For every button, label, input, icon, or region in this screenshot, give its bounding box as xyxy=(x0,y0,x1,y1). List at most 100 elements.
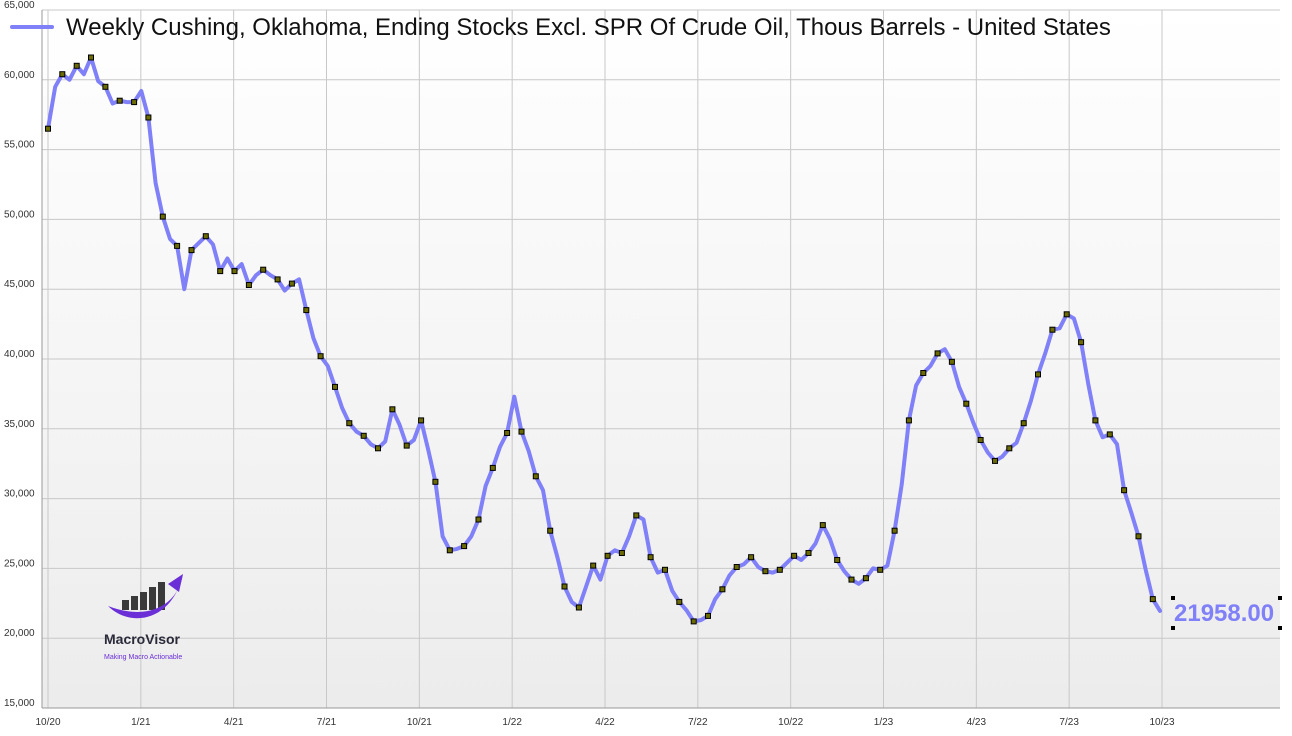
data-point xyxy=(159,213,166,220)
data-point xyxy=(791,552,798,559)
data-point xyxy=(834,557,841,563)
data-point xyxy=(360,432,367,439)
data-point xyxy=(1035,371,1041,378)
y-tick-label: 35,000 xyxy=(4,419,35,430)
data-point xyxy=(905,417,912,424)
data-point xyxy=(174,242,181,249)
data-point xyxy=(375,445,381,452)
data-point xyxy=(288,280,295,287)
x-tick-label: 1/23 xyxy=(874,717,894,728)
y-tick-label: 15,000 xyxy=(4,698,35,709)
brand-tagline: Making Macro Actionable xyxy=(104,654,182,661)
data-point xyxy=(963,400,970,407)
y-tick-label: 25,000 xyxy=(4,558,35,569)
data-point xyxy=(102,83,109,90)
data-point xyxy=(848,576,855,583)
data-point xyxy=(575,604,582,611)
data-point xyxy=(518,428,525,435)
x-tick-label: 7/22 xyxy=(688,717,708,728)
data-point xyxy=(504,430,511,436)
data-point xyxy=(977,437,984,443)
data-point xyxy=(532,473,539,480)
data-point xyxy=(1092,417,1099,424)
data-point xyxy=(1121,487,1128,494)
data-point xyxy=(1063,311,1070,318)
data-point xyxy=(1135,533,1142,540)
data-point xyxy=(202,233,209,240)
data-point xyxy=(762,568,769,575)
x-tick-label: 10/22 xyxy=(778,717,803,728)
x-tick-label: 7/23 xyxy=(1059,717,1079,728)
data-point xyxy=(992,457,998,464)
data-point xyxy=(461,543,468,550)
data-point xyxy=(1049,326,1056,333)
data-point xyxy=(188,247,195,254)
x-tick-label: 4/21 xyxy=(224,717,244,728)
data-point xyxy=(891,527,898,534)
data-point xyxy=(1106,431,1113,438)
data-point xyxy=(547,527,554,534)
last-value-label: 21958.00 xyxy=(1174,600,1274,627)
x-tick-label: 7/21 xyxy=(317,717,337,728)
x-gridlines xyxy=(47,10,1163,708)
y-tick-label: 30,000 xyxy=(4,489,35,500)
data-point xyxy=(303,307,310,314)
data-point xyxy=(920,370,927,376)
data-point xyxy=(245,282,252,288)
y-axis-ticks: 15,000 20,000 25,000 30,000 35,000 40,000 45,0… xyxy=(4,0,35,709)
data-point xyxy=(45,125,51,132)
y-tick-label: 60,000 xyxy=(4,70,35,81)
y-tick-label: 20,000 xyxy=(4,628,35,639)
data-point xyxy=(1149,596,1156,603)
data-point xyxy=(231,268,238,275)
data-point xyxy=(705,612,711,619)
x-axis-ticks: 10/20 1/21 4/21 7/21 10/21 1/22 4/22 7/22 10/22 1… xyxy=(35,717,1174,728)
y-gridlines xyxy=(42,9,1280,709)
data-point xyxy=(561,583,568,590)
macrovisor-logo: MacroVisor Making Macro Actionable xyxy=(104,574,183,661)
data-point xyxy=(59,71,66,78)
data-point xyxy=(73,62,80,69)
data-point xyxy=(317,353,324,360)
data-point xyxy=(948,358,955,365)
y-tick-label: 40,000 xyxy=(4,349,35,360)
data-point xyxy=(862,575,869,582)
data-point xyxy=(662,566,668,573)
x-tick-label: 10/21 xyxy=(407,717,432,728)
data-point xyxy=(116,97,123,104)
y-tick-label: 50,000 xyxy=(4,209,35,220)
data-point xyxy=(877,566,884,573)
y-tick-label: 65,000 xyxy=(4,0,35,11)
last-value-box: 21958.00 xyxy=(1171,596,1282,630)
data-point xyxy=(432,478,439,485)
data-point xyxy=(590,562,597,569)
data-point xyxy=(88,54,94,61)
data-point xyxy=(1078,339,1085,346)
data-point xyxy=(389,406,396,413)
data-point xyxy=(274,276,281,283)
x-tick-label: 10/23 xyxy=(1149,717,1174,728)
data-point xyxy=(418,417,425,424)
data-point xyxy=(346,420,353,427)
data-point xyxy=(131,99,138,106)
data-point xyxy=(1020,420,1027,427)
data-point xyxy=(489,464,496,471)
chart-title: Weekly Cushing, Oklahoma, Ending Stocks … xyxy=(66,14,1111,41)
data-point xyxy=(633,512,640,519)
y-tick-label: 45,000 xyxy=(4,279,35,290)
data-point xyxy=(604,552,611,559)
data-point xyxy=(618,550,625,556)
data-point xyxy=(676,598,683,605)
data-point xyxy=(403,442,410,449)
data-point xyxy=(446,547,453,554)
data-point xyxy=(475,516,482,523)
data-point xyxy=(819,522,826,529)
x-tick-label: 4/22 xyxy=(595,717,615,728)
series-markers xyxy=(45,54,1156,625)
x-tick-label: 4/23 xyxy=(967,717,987,728)
y-tick-label: 55,000 xyxy=(4,140,35,151)
data-point xyxy=(260,266,267,273)
data-point xyxy=(748,554,755,561)
